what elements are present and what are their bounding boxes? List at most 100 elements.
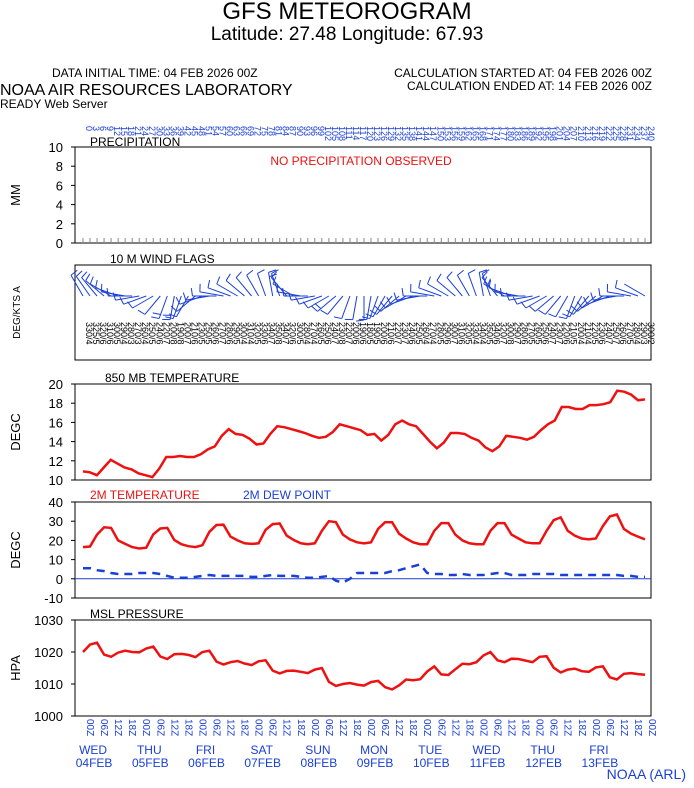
forecast-hour-label: 114 <box>351 126 361 140</box>
day-of-week-label: THU <box>137 743 162 757</box>
hour-label: 00Z <box>196 719 207 736</box>
hour-label: 00Z <box>421 719 432 736</box>
wind-value-label: 190/6 <box>358 322 368 345</box>
wind-value-label: 250/7 <box>611 322 621 345</box>
wind-staff <box>427 283 449 297</box>
y-tick-label: 1000 <box>34 709 63 724</box>
wind-barb <box>418 279 421 288</box>
wind-value-label: 340/6 <box>491 322 501 345</box>
wind-barb <box>302 301 309 309</box>
hour-label: 18Z <box>407 719 418 736</box>
footer-credit: NOAA (ARL) <box>606 766 686 782</box>
wind-value-label: 300/5 <box>295 322 305 345</box>
forecast-hour-label: 153 <box>442 126 452 141</box>
wind-barb <box>566 309 574 315</box>
wind-barb <box>288 292 292 301</box>
location-subtitle: Latitude: 27.48 Longitude: 67.93 <box>210 24 484 45</box>
forecast-hour-label: 192 <box>534 126 544 141</box>
wind-barb <box>127 301 133 309</box>
hour-label: 18Z <box>351 719 362 736</box>
forecast-hour-label: 240 <box>646 126 656 141</box>
page-title: GFS METEOROGRAM <box>222 0 472 25</box>
wind-staff <box>478 272 484 297</box>
forecast-hour-label: 18 <box>126 126 136 136</box>
wind-value-label: 260/5 <box>316 322 326 345</box>
wind-barb <box>576 301 583 309</box>
wind-value-label: 220/5 <box>590 322 600 345</box>
day-of-week-label: SAT <box>250 743 273 757</box>
wind-staff <box>436 280 456 297</box>
forecast-hour-label: 213 <box>583 126 593 141</box>
legend-temp2m: 2M TEMPERATURE <box>90 488 200 502</box>
forecast-hour-label: 228 <box>618 126 628 141</box>
wind-staff <box>172 295 182 319</box>
wind-barb <box>182 292 187 301</box>
y-tick-label: 40 <box>49 495 63 510</box>
pressure-line <box>82 641 646 691</box>
y-tick-label: 30 <box>49 514 63 529</box>
wind-staff <box>70 274 84 297</box>
wind-staff <box>488 287 512 297</box>
wind-value-label: 260/4 <box>421 322 431 345</box>
forecast-hour-label: 75 <box>260 126 270 136</box>
forecast-hour-label: 111 <box>344 126 354 140</box>
wind-value-label: 210/5 <box>569 322 579 345</box>
calc-end-label: CALCULATION ENDED AT: 14 FEB 2026 00Z <box>407 79 652 93</box>
wind-barb <box>137 309 146 315</box>
panel-title: PRECIPITATION <box>90 135 180 149</box>
wind-value-label: 240/7 <box>604 322 614 345</box>
temp2m-line <box>82 513 646 550</box>
day-of-week-label: FRI <box>196 743 215 757</box>
y-tick-label: 16 <box>49 415 63 430</box>
forecast-hour-label: 144 <box>421 126 431 141</box>
wind-value-label: 250/6 <box>323 322 333 345</box>
wind-barb <box>320 309 328 315</box>
wind-value-label: 200/7 <box>182 322 192 345</box>
forecast-hour-label: 6 <box>98 126 108 131</box>
forecast-hour-label: 204 <box>562 126 572 141</box>
wind-staff <box>341 295 351 319</box>
wind-barb <box>152 312 161 315</box>
forecast-hour-label: 231 <box>625 126 635 141</box>
wind-staff <box>95 287 119 297</box>
forecast-hour-label: 39 <box>175 126 185 136</box>
wind-barb <box>505 292 510 301</box>
wind-barb <box>246 269 254 276</box>
wind-barb <box>481 271 488 278</box>
wind-barb <box>512 296 518 305</box>
wind-value-label: 200/6 <box>379 322 389 345</box>
wind-barb <box>207 279 211 288</box>
wind-value-label: 270/4 <box>428 322 438 345</box>
precip-note: NO PRECIPITATION OBSERVED <box>270 154 452 168</box>
wind-value-label: 340/7 <box>267 322 277 345</box>
wind-staff <box>144 295 161 315</box>
forecast-hour-label: 138 <box>407 126 417 141</box>
wind-barb <box>393 292 398 301</box>
forecast-hour-label: 63 <box>232 126 242 136</box>
forecast-hour-label: 171 <box>484 126 494 141</box>
forecast-hour-label: 183 <box>513 126 523 141</box>
forecast-hour-label: 48 <box>196 126 206 136</box>
date-label: 08FEB <box>301 756 338 770</box>
wind-barb <box>268 269 277 273</box>
forecast-hour-label: 30 <box>154 126 164 136</box>
date-label: 09FEB <box>357 756 394 770</box>
hour-label: 00Z <box>365 719 376 736</box>
wind-value-label: 250/6 <box>541 322 551 345</box>
forecast-hour-label: 141 <box>414 126 424 141</box>
forecast-hour-label: 57 <box>217 126 227 136</box>
y-tick-label: 0 <box>56 572 63 587</box>
wind-barb <box>488 279 492 288</box>
wind-barb <box>333 316 342 320</box>
hour-label: 06Z <box>435 719 446 736</box>
wind-value-label: 230/5 <box>196 322 206 345</box>
wind-value-label: 320/5 <box>253 322 263 345</box>
wind-barb <box>272 276 277 285</box>
forecast-hour-label: 51 <box>203 126 213 136</box>
wind-value-label: 280/4 <box>302 322 312 345</box>
wind-value-label: 260/5 <box>534 322 544 345</box>
calc-start-label: CALCULATION STARTED AT: 04 FEB 2026 00Z <box>394 66 652 80</box>
server-name: READY Web Server <box>0 97 108 111</box>
wind-value-label: 300/7 <box>449 322 459 345</box>
